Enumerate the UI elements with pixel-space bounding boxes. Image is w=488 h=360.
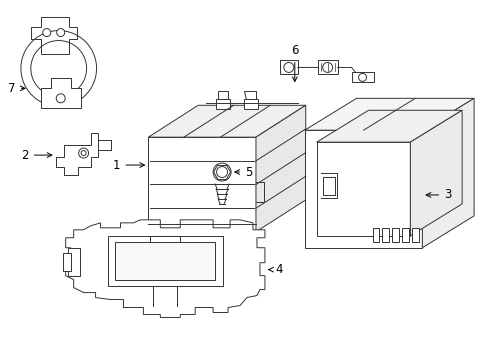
Circle shape: [79, 148, 88, 158]
Circle shape: [42, 28, 51, 37]
Polygon shape: [31, 17, 77, 54]
Polygon shape: [304, 130, 422, 248]
Bar: [322, 177, 334, 195]
Text: 5: 5: [234, 166, 252, 179]
Bar: [372, 228, 379, 242]
Polygon shape: [107, 236, 223, 285]
Polygon shape: [65, 220, 264, 318]
Polygon shape: [409, 110, 461, 236]
Polygon shape: [244, 99, 258, 109]
Polygon shape: [244, 91, 255, 99]
Polygon shape: [422, 98, 473, 248]
Circle shape: [358, 73, 366, 81]
Bar: [411, 228, 419, 242]
Circle shape: [216, 167, 227, 177]
Circle shape: [81, 150, 86, 156]
Bar: [62, 253, 71, 271]
Bar: [392, 228, 399, 242]
Circle shape: [57, 28, 64, 37]
Polygon shape: [115, 242, 215, 280]
Bar: [67, 248, 80, 276]
Text: 7: 7: [8, 82, 25, 95]
Polygon shape: [255, 105, 305, 232]
Polygon shape: [216, 99, 229, 109]
Polygon shape: [148, 137, 255, 232]
Circle shape: [213, 163, 230, 181]
Text: 1: 1: [113, 158, 144, 172]
Polygon shape: [317, 60, 337, 75]
Text: 3: 3: [426, 188, 451, 202]
Polygon shape: [316, 110, 461, 142]
Circle shape: [56, 94, 65, 103]
Polygon shape: [304, 98, 473, 130]
Bar: [382, 228, 388, 242]
Polygon shape: [316, 142, 409, 236]
Polygon shape: [148, 105, 305, 137]
Text: 6: 6: [290, 44, 298, 81]
Text: 2: 2: [21, 149, 52, 162]
Circle shape: [283, 62, 293, 72]
Polygon shape: [351, 72, 374, 82]
Circle shape: [322, 62, 332, 72]
Bar: [402, 228, 408, 242]
Polygon shape: [56, 133, 98, 175]
Polygon shape: [218, 91, 227, 99]
Polygon shape: [279, 60, 297, 75]
Text: 4: 4: [268, 263, 282, 276]
Polygon shape: [41, 78, 81, 108]
